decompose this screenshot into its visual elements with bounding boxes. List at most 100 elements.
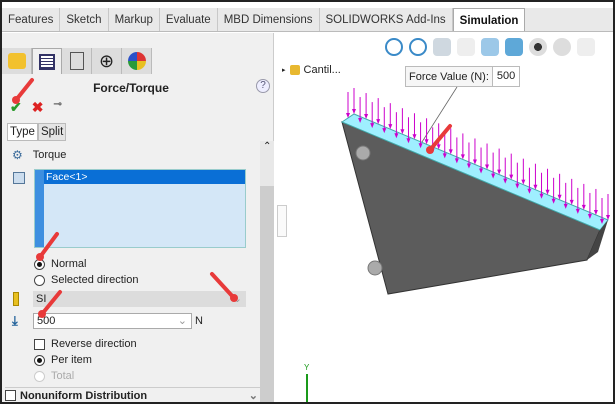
unit-system-value: SI: [36, 293, 47, 305]
view-orientation-icon[interactable]: [481, 38, 499, 56]
red-annotation-arrow-head: [36, 253, 44, 261]
bolt-hole: [355, 145, 371, 161]
section-view-icon[interactable]: [457, 38, 475, 56]
dimxpert-tab[interactable]: ⊕: [92, 48, 122, 74]
load-arrow-head: [557, 194, 562, 200]
reverse-direction-checkbox[interactable]: Reverse direction: [34, 338, 137, 350]
radio-selected-direction[interactable]: Selected direction: [34, 274, 138, 286]
normal-label: Normal: [51, 258, 87, 270]
load-arrow-head: [545, 189, 550, 195]
part-icon: [7, 53, 26, 69]
tab-simulation[interactable]: Simulation: [452, 8, 526, 31]
load-arrow-head: [479, 168, 484, 174]
tab-solidworks-add-ins[interactable]: SOLIDWORKS Add-Ins: [320, 8, 453, 31]
selected-face[interactable]: Face<1>: [44, 170, 245, 184]
load-arrow-head: [581, 204, 586, 210]
scene-icon[interactable]: [577, 38, 595, 56]
force-value-input[interactable]: 500 ⌄: [33, 313, 192, 329]
load-arrow-head: [358, 118, 363, 124]
previous-view-icon[interactable]: [433, 38, 451, 56]
load-arrow-head: [509, 174, 514, 180]
load-arrow-head: [364, 114, 369, 120]
appearance-icon[interactable]: [553, 38, 571, 56]
load-arrow-head: [551, 198, 556, 204]
load-arrow-head: [593, 209, 598, 215]
property-manager: ⊕ Force/Torque ? ✔ ✖ ⊸ Type Split ⚙ Torq…: [2, 33, 274, 402]
pushpin-icon[interactable]: ⊸: [53, 99, 62, 110]
scroll-up-icon[interactable]: ⌃: [263, 141, 272, 152]
expand-icon[interactable]: ▸: [282, 67, 286, 74]
load-arrow-head: [503, 178, 508, 184]
load-arrow-head: [515, 183, 520, 189]
chevron-down-icon[interactable]: ⌄: [248, 390, 258, 402]
load-arrow-head: [388, 124, 393, 130]
load-arrow-head: [600, 219, 604, 224]
scrollbar[interactable]: ⌃: [260, 141, 274, 402]
panel-splitter[interactable]: [277, 205, 287, 237]
load-arrows: [346, 88, 610, 224]
ok-button[interactable]: ✔: [10, 99, 22, 115]
zoom-to-fit-icon[interactable]: [385, 38, 403, 56]
property-manager-tab[interactable]: [32, 48, 62, 74]
scroll-thumb[interactable]: [260, 186, 274, 402]
load-arrow-head: [527, 188, 532, 194]
load-arrow-head: [575, 208, 580, 214]
part-icon: [289, 65, 300, 75]
load-arrow-head: [436, 144, 441, 150]
tree-item-cantilever[interactable]: ▸ Cantil...: [282, 64, 341, 76]
force-unit: N: [195, 315, 203, 327]
tab-sketch[interactable]: Sketch: [60, 8, 109, 31]
tab-features[interactable]: Features: [2, 8, 61, 31]
triad-y-label: Y: [304, 363, 310, 372]
tree-item-label: Cantil...: [303, 64, 341, 76]
load-arrow-head: [424, 139, 429, 145]
face-selection-list[interactable]: Face<1>: [34, 169, 246, 248]
radio-per-item[interactable]: Per item: [34, 354, 92, 366]
force-value-callout[interactable]: Force Value (N): 500: [405, 66, 521, 87]
triad-axes: Y: [304, 363, 310, 402]
feature-tree-tab[interactable]: [2, 48, 32, 74]
torque-label: Torque: [32, 149, 67, 161]
load-arrow-head: [454, 158, 459, 164]
load-arrow-head: [352, 109, 356, 114]
red-annotation-arrow-head: [12, 96, 20, 104]
display-tab[interactable]: [122, 48, 152, 74]
radio-total: Total: [34, 370, 74, 382]
appearance-icon: [127, 52, 146, 70]
load-arrow-head: [460, 154, 465, 160]
crosshair-icon: ⊕: [98, 50, 115, 71]
load-arrow-head: [606, 215, 610, 220]
red-annotation-arrow: [38, 232, 59, 259]
tab-evaluate[interactable]: Evaluate: [160, 8, 218, 31]
subtab-split[interactable]: Split: [37, 123, 67, 141]
callout-leader: [421, 86, 458, 143]
load-arrow-head: [412, 134, 417, 140]
load-arrow-head: [491, 173, 496, 179]
callout-value[interactable]: 500: [491, 67, 520, 86]
load-arrow-head: [466, 163, 471, 169]
subtab-type[interactable]: Type: [7, 123, 38, 141]
load-arrow-head: [400, 129, 405, 135]
load-arrow-head: [587, 213, 592, 219]
help-icon[interactable]: ?: [256, 79, 270, 93]
torque-icon: ⚙: [12, 148, 23, 162]
zoom-to-area-icon[interactable]: [409, 38, 427, 56]
tab-markup[interactable]: Markup: [109, 8, 160, 31]
cancel-button[interactable]: ✖: [31, 99, 44, 115]
configuration-tab[interactable]: [62, 48, 92, 74]
callout-label: Force Value (N):: [409, 70, 489, 83]
hide-show-icon[interactable]: [529, 38, 547, 56]
load-arrow-head: [346, 113, 350, 118]
face-selection-icon: [13, 172, 25, 184]
view-toolbar: [385, 38, 595, 56]
annotation-arrows: [12, 78, 452, 318]
tab-mbd-dimensions[interactable]: MBD Dimensions: [218, 8, 320, 31]
nonuniform-distribution-checkbox[interactable]: Nonuniform Distribution ⌄: [5, 387, 260, 402]
red-annotation-arrow: [14, 78, 34, 102]
load-arrow-head: [442, 153, 447, 159]
display-style-icon[interactable]: [505, 38, 523, 56]
torque-row[interactable]: ⚙ Torque: [12, 148, 66, 162]
load-arrow-head: [472, 159, 477, 165]
